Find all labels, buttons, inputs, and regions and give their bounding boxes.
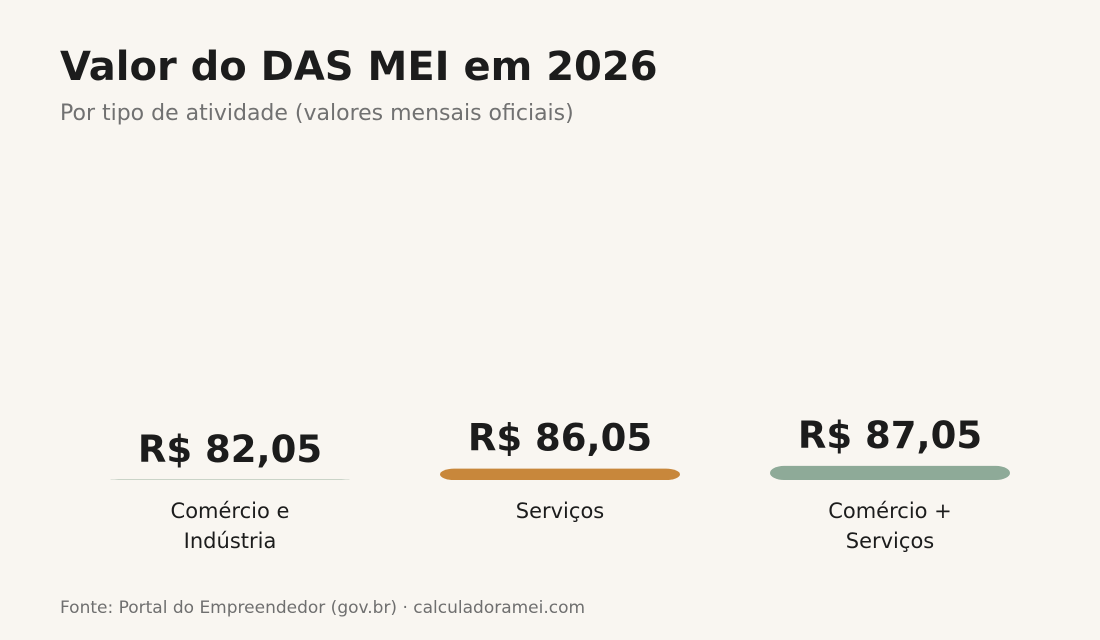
category-label: Comércio + <box>828 499 952 523</box>
chart-title: Valor do DAS MEI em 2026 <box>60 44 658 90</box>
category-label: Comércio e <box>171 499 290 523</box>
category-label: Indústria <box>184 529 277 553</box>
bar-value-label: R$ 86,05 <box>468 417 652 460</box>
bar <box>770 465 1010 480</box>
category-label: Serviços <box>516 499 604 523</box>
bar-value-label: R$ 87,05 <box>798 414 982 457</box>
chart-subtitle: Por tipo de atividade (valores mensais o… <box>60 101 574 126</box>
source-footer: Fonte: Portal do Empreendedor (gov.br) ·… <box>60 598 586 618</box>
bar <box>440 468 680 480</box>
bar-value-label: R$ 82,05 <box>138 428 322 471</box>
category-label: Serviços <box>846 529 934 553</box>
